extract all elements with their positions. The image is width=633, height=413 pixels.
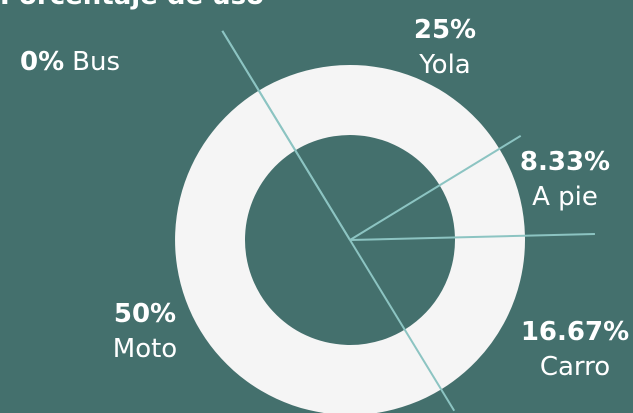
slice-label: 0% Bus bbox=[20, 47, 120, 77]
slice-name: Bus bbox=[72, 47, 120, 77]
separator-line bbox=[221, 30, 351, 241]
donut-segment bbox=[404, 235, 525, 390]
slice-name: Yola bbox=[418, 50, 471, 80]
separator-line bbox=[349, 232, 595, 241]
slice-value-label: 25% bbox=[414, 15, 476, 45]
donut-segment bbox=[258, 64, 500, 186]
slice-name: A pie bbox=[532, 182, 598, 212]
slice-name: Moto bbox=[113, 334, 177, 364]
separator-line bbox=[349, 239, 456, 412]
chart-title: Porcentaje de uso bbox=[0, 0, 264, 11]
slice-value-label: 16.67% bbox=[521, 317, 629, 347]
slice-value-label: 8.33% bbox=[520, 147, 610, 177]
slice-name: Carro bbox=[540, 352, 610, 382]
separator-line bbox=[349, 134, 522, 241]
donut-segment bbox=[175, 90, 442, 413]
donut-segment bbox=[439, 148, 525, 238]
slice-value-label: 0% bbox=[20, 47, 64, 77]
slice-value-label: 50% bbox=[114, 299, 176, 329]
